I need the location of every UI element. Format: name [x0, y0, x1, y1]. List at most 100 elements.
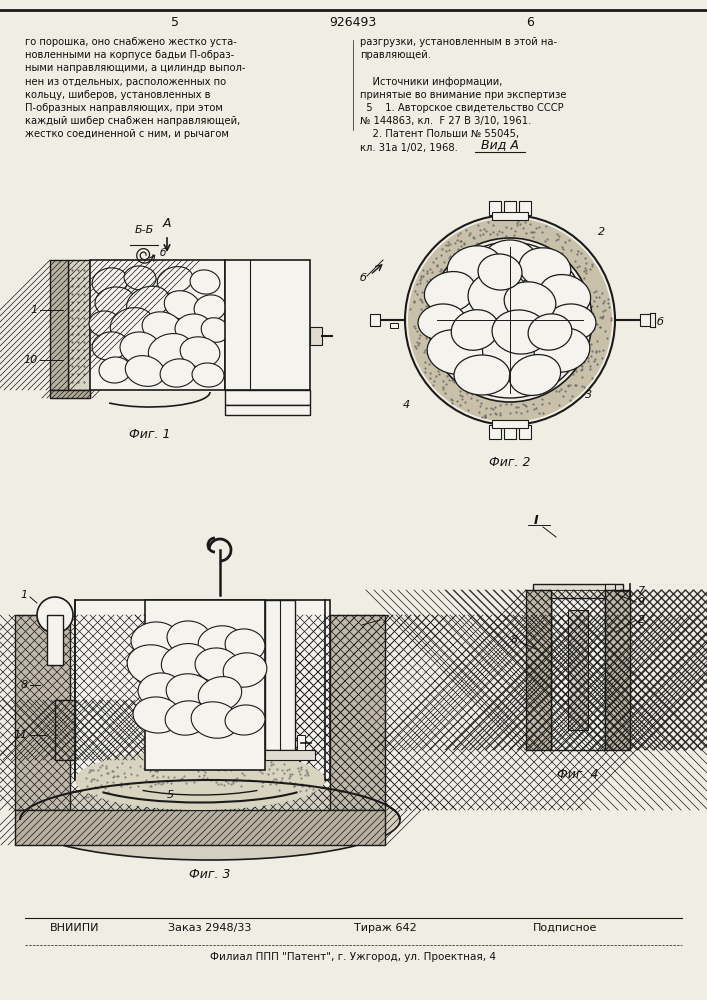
Ellipse shape — [92, 268, 128, 296]
Ellipse shape — [161, 644, 209, 680]
Text: Фиг. 2: Фиг. 2 — [489, 456, 531, 470]
Text: Филиал ППП "Патент", г. Ужгород, ул. Проектная, 4: Филиал ППП "Патент", г. Ужгород, ул. Про… — [210, 952, 496, 962]
Ellipse shape — [492, 310, 548, 354]
Text: 6: 6 — [526, 16, 534, 29]
Ellipse shape — [180, 337, 220, 367]
Text: ными направляющими, а цилиндр выпол-: ными направляющими, а цилиндр выпол- — [25, 63, 245, 73]
Bar — [50, 390, 90, 398]
Ellipse shape — [167, 621, 211, 655]
Ellipse shape — [509, 355, 561, 395]
Ellipse shape — [534, 328, 590, 372]
Text: каждый шибер снабжен направляющей,: каждый шибер снабжен направляющей, — [25, 116, 240, 126]
Ellipse shape — [504, 282, 556, 322]
Text: 7: 7 — [382, 615, 389, 625]
Ellipse shape — [418, 304, 466, 340]
Text: Источники информации,: Источники информации, — [360, 77, 503, 87]
Text: правляющей.: правляющей. — [360, 50, 431, 60]
Bar — [605, 590, 630, 750]
Text: 2: 2 — [598, 227, 605, 237]
Ellipse shape — [447, 246, 503, 290]
Bar — [297, 735, 305, 750]
Bar — [504, 201, 516, 215]
Ellipse shape — [120, 332, 160, 364]
Ellipse shape — [142, 312, 182, 342]
Ellipse shape — [175, 314, 211, 342]
Bar — [519, 201, 531, 215]
Text: новленными на корпусе бадьи П-образ-: новленными на корпусе бадьи П-образ- — [25, 50, 234, 60]
Bar — [265, 750, 315, 760]
Bar — [526, 590, 551, 750]
Text: № 144863, кл.  F 27 В 3/10, 1961.: № 144863, кл. F 27 В 3/10, 1961. — [360, 116, 532, 126]
Bar — [640, 314, 650, 326]
Text: б: б — [657, 317, 664, 327]
Bar — [551, 590, 605, 750]
Ellipse shape — [198, 626, 242, 658]
Ellipse shape — [164, 291, 200, 319]
Text: 2: 2 — [638, 615, 645, 625]
Text: нен из отдельных, расположенных по: нен из отдельных, расположенных по — [25, 77, 226, 87]
Bar — [492, 420, 528, 428]
Ellipse shape — [478, 254, 522, 290]
Ellipse shape — [451, 310, 498, 350]
Ellipse shape — [427, 330, 483, 374]
Text: разгрузки, установленным в этой на-: разгрузки, установленным в этой на- — [360, 37, 557, 47]
Text: Заказ 2948/33: Заказ 2948/33 — [168, 923, 252, 933]
Ellipse shape — [165, 701, 209, 735]
Ellipse shape — [195, 648, 239, 682]
Text: 1: 1 — [31, 305, 38, 315]
Text: 5: 5 — [171, 16, 179, 29]
Bar — [225, 390, 310, 405]
Ellipse shape — [124, 266, 156, 290]
Ellipse shape — [192, 363, 224, 387]
Ellipse shape — [468, 271, 528, 319]
Bar — [225, 260, 310, 390]
Text: 8: 8 — [21, 680, 28, 690]
Bar — [55, 700, 75, 760]
Ellipse shape — [190, 270, 220, 294]
Bar — [310, 327, 322, 345]
Text: 9: 9 — [638, 597, 645, 607]
Text: кольцу, шиберов, установленных в: кольцу, шиберов, установленных в — [25, 90, 211, 100]
Bar — [225, 405, 310, 415]
Ellipse shape — [166, 674, 214, 710]
Bar — [568, 610, 588, 730]
Text: 926493: 926493 — [329, 16, 377, 29]
Text: Б-Б: Б-Б — [134, 225, 153, 235]
Ellipse shape — [548, 304, 596, 340]
Ellipse shape — [201, 318, 229, 342]
Bar — [330, 615, 385, 810]
Ellipse shape — [223, 653, 267, 687]
Bar — [75, 600, 330, 780]
Ellipse shape — [225, 705, 265, 735]
Bar — [15, 810, 385, 845]
Bar — [504, 425, 516, 439]
Text: П-образных направляющих, при этом: П-образных направляющих, при этом — [25, 103, 223, 113]
Ellipse shape — [131, 622, 179, 658]
Bar — [370, 314, 380, 326]
Ellipse shape — [482, 240, 538, 284]
Ellipse shape — [125, 356, 165, 386]
Bar — [145, 600, 265, 770]
Ellipse shape — [127, 645, 179, 685]
Text: б: б — [360, 273, 367, 283]
Text: 10: 10 — [24, 355, 38, 365]
Circle shape — [405, 215, 615, 425]
Ellipse shape — [157, 267, 193, 293]
Bar — [519, 425, 531, 439]
Bar — [68, 260, 90, 390]
Text: 2. Патент Польши № 55045,: 2. Патент Польши № 55045, — [360, 129, 519, 139]
Ellipse shape — [148, 334, 192, 366]
Text: 7: 7 — [638, 586, 645, 596]
Ellipse shape — [225, 629, 265, 661]
Bar — [50, 390, 90, 398]
Bar — [265, 600, 295, 750]
Text: го порошка, оно снабжено жестко уста-: го порошка, оно снабжено жестко уста- — [25, 37, 237, 47]
Ellipse shape — [198, 677, 242, 711]
Ellipse shape — [191, 702, 239, 738]
Ellipse shape — [92, 332, 128, 360]
Text: 4: 4 — [403, 400, 410, 410]
Text: Фиг. 4: Фиг. 4 — [557, 768, 599, 782]
Circle shape — [428, 238, 592, 402]
Text: Вид А: Вид А — [481, 138, 519, 151]
Text: ВНИИПИ: ВНИИПИ — [50, 923, 100, 933]
